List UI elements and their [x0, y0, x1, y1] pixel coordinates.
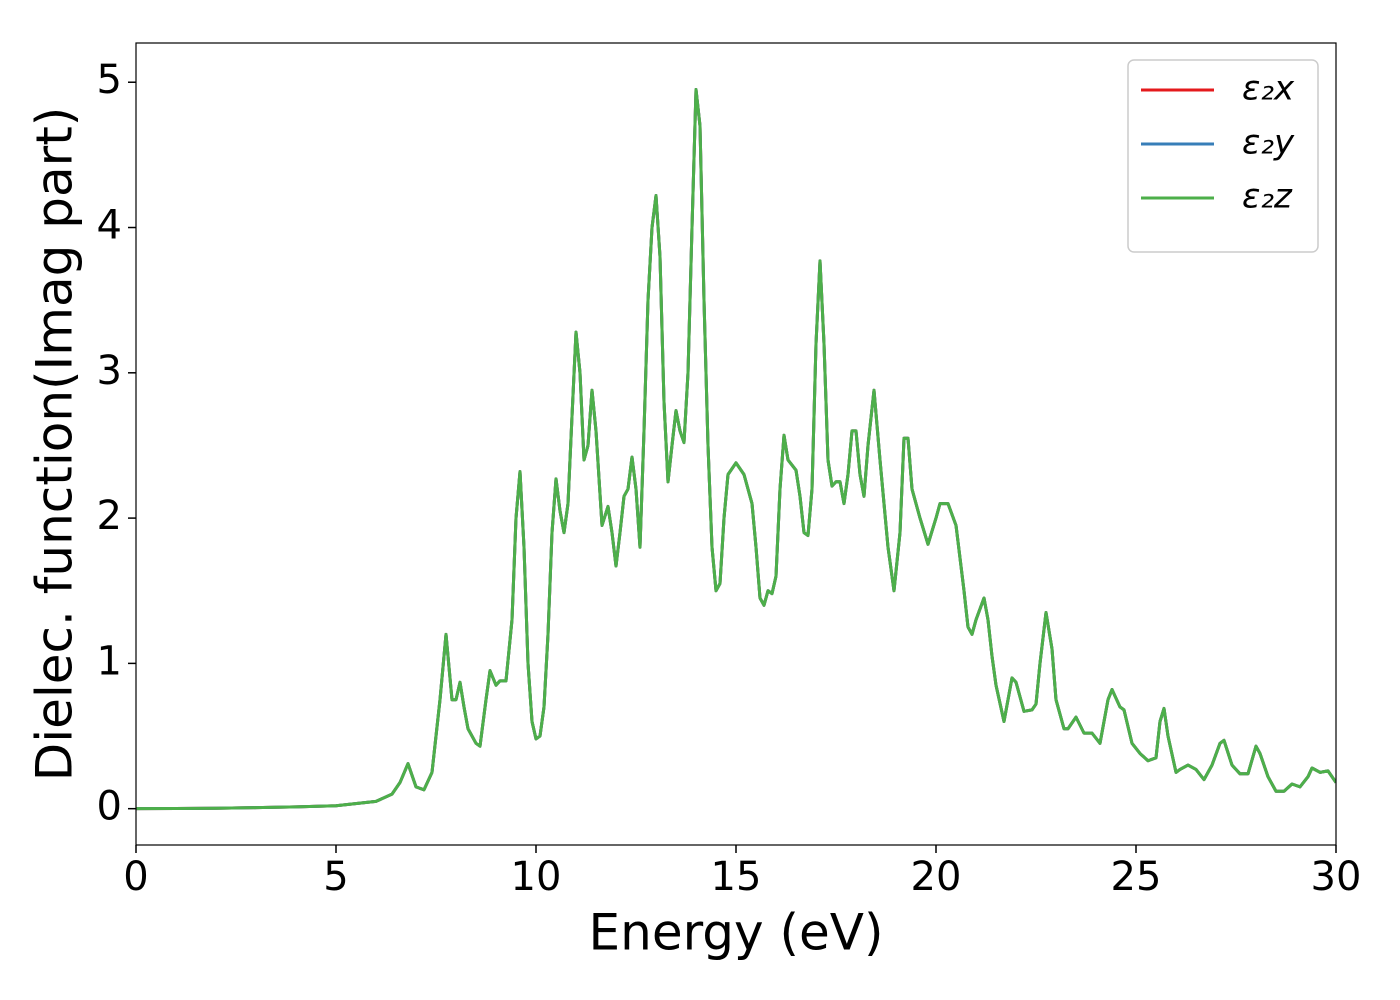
x-axis-label: Energy (eV)	[589, 904, 884, 962]
x-tick-label: 30	[1311, 854, 1362, 900]
legend-label: ε₂z	[1242, 177, 1293, 217]
y-tick-label: 4	[97, 203, 122, 249]
x-tick-label: 10	[511, 854, 562, 900]
x-tick-label: 25	[1111, 854, 1162, 900]
x-tick-label: 15	[711, 854, 762, 900]
plot-frame	[135, 42, 1337, 846]
legend-box	[1127, 59, 1319, 253]
y-tick-label: 3	[97, 348, 122, 394]
x-tick-label: 20	[911, 854, 962, 900]
legend-label: ε₂x	[1242, 69, 1295, 109]
y-tick-label: 5	[97, 57, 122, 103]
y-axis-label: Dielec. function(Imag part)	[26, 107, 84, 782]
x-tick-label: 0	[123, 854, 148, 900]
x-tick-label: 5	[323, 854, 348, 900]
legend-label: ε₂y	[1242, 123, 1295, 163]
y-tick-label: 0	[97, 784, 122, 830]
y-tick-label: 2	[97, 493, 122, 539]
series-line	[136, 87, 1336, 811]
y-tick-label: 1	[97, 638, 122, 684]
